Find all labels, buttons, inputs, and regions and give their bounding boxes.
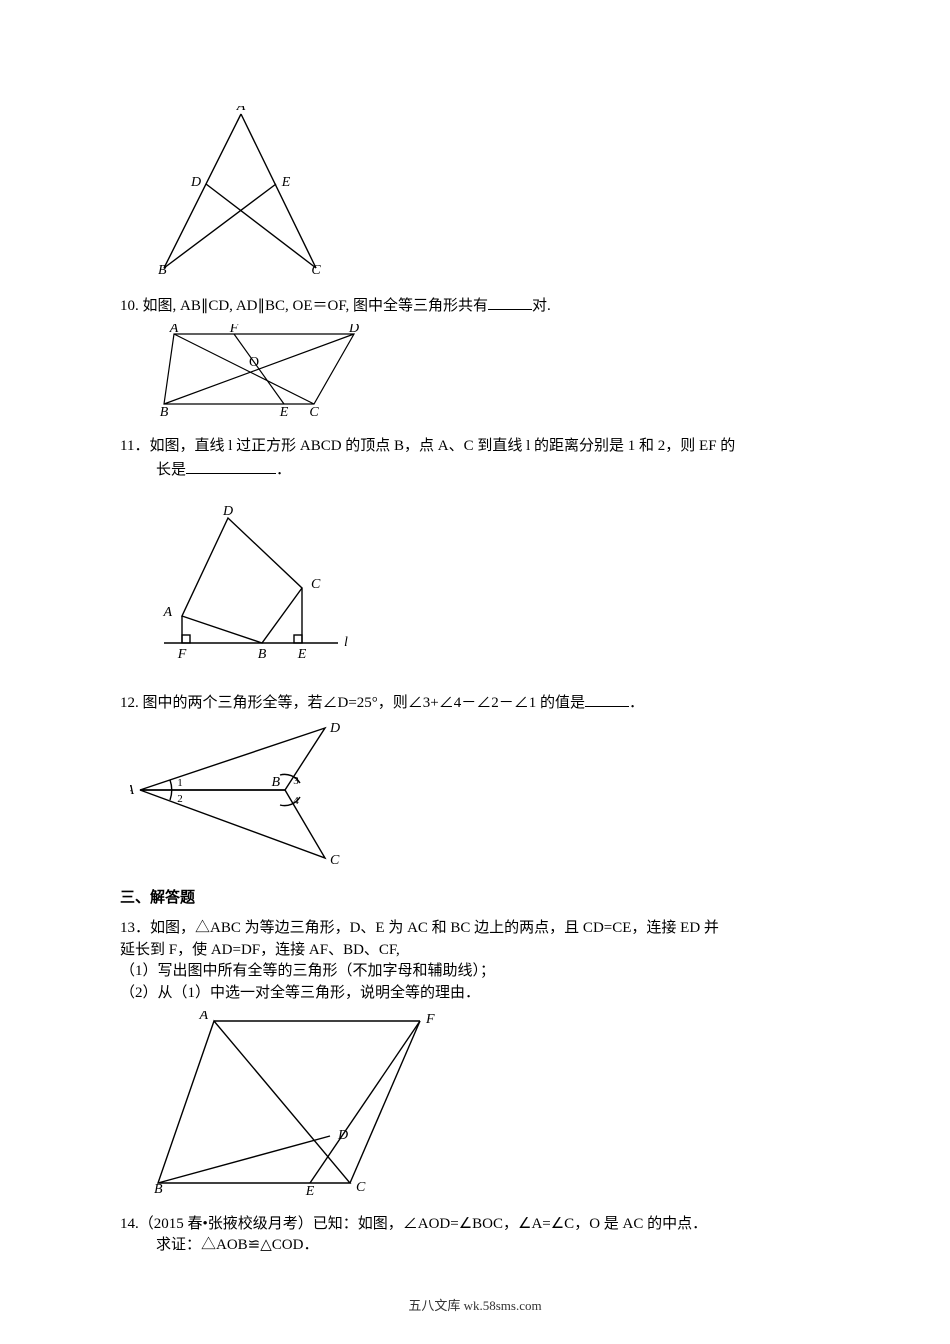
q13-A: A [198,1011,208,1023]
problem-13: 13．如图，△ABC 为等边三角形，D、E 为 AC 和 BC 边上的两点，且 … [120,918,830,1204]
q12-C: C [330,853,340,868]
problem-10: 10. 如图, AB∥CD, AD∥BC, OE＝OF, 图中全等三角形共有 对.… [120,294,830,427]
q12-A: A [130,783,134,798]
label-D: D [190,175,201,190]
q13-line1: 13．如图，△ABC 为等边三角形，D、E 为 AC 和 BC 边上的两点，且 … [120,918,830,940]
q11-blank [186,458,276,474]
q12-D: D [329,721,340,736]
q11-F: F [177,647,187,662]
problem-14: 14.（2015 春•张掖校级月考）已知：如图，∠AOD=∠BOC，∠A=∠C，… [120,1214,830,1258]
q11-A: A [162,605,172,620]
q12-4: 4 [293,795,299,807]
q13-E: E [305,1184,315,1196]
label-C: C [311,263,321,276]
q12-blank [585,691,629,707]
fig-q9-triangle: A B C D E [156,106,830,284]
q11-text1: 11．如图，直线 l 过正方形 ABCD 的顶点 B，点 A、C 到直线 l 的… [120,436,830,458]
q10-pre: 10. 如图, AB∥CD, AD∥BC, OE＝OF, 图中全等三角形共有 [120,298,488,314]
label-B: B [158,263,167,276]
svg-q10: A F D B E C O [156,324,376,419]
fig-q11: D C A F B E l [156,488,830,681]
q12-B: B [271,775,280,790]
q11-cont: 长是 [156,462,186,478]
label-A: A [236,106,246,114]
q14-line1: 14.（2015 春•张掖校级月考）已知：如图，∠AOD=∠BOC，∠A=∠C，… [120,1214,830,1236]
q10-E: E [279,405,289,419]
q10-C: C [309,405,319,419]
q11-l: l [344,635,348,650]
q12-post: ． [629,695,644,711]
fig-q13: A F B E C D [150,1011,830,1204]
problem-11: 11．如图，直线 l 过正方形 ABCD 的顶点 B，点 A、C 到直线 l 的… [120,436,830,680]
q10-A: A [169,324,179,336]
page-footer: 五八文库 wk.58sms.com [0,1297,950,1316]
q13-D: D [337,1128,348,1143]
fig-q10: A F D B E C O [156,324,830,427]
q11-E: E [297,647,307,662]
q13-B: B [154,1182,163,1196]
q11-post: ． [276,462,291,478]
q13-sub1: （1）写出图中所有全等的三角形（不加字母和辅助线）； [120,961,830,983]
svg-q11: D C A F B E l [156,488,356,673]
q10-O: O [249,355,259,370]
svg-q12: A B D C 1 2 3 4 [130,720,360,870]
q14-line2: 求证：△AOB≌△COD． [156,1235,830,1257]
q10-B: B [160,405,169,419]
q10-D: D [348,324,359,336]
q12-text: 12. 图中的两个三角形全等，若∠D=25°，则∠3+∠4－∠2－∠1 的值是 ． [120,691,830,715]
q13-F: F [425,1012,435,1027]
svg-q13: A F B E C D [150,1011,440,1196]
q12-2: 2 [177,793,183,805]
q10-post: 对. [532,298,551,314]
svg-q9: A B C D E [156,106,326,276]
q10-blank [488,294,532,310]
q13-sub2: （2）从（1）中选一对全等三角形，说明全等的理由． [120,983,830,1005]
q10-F: F [229,324,239,336]
q13-C: C [356,1180,366,1195]
q12-3: 3 [293,775,299,787]
section-3-title: 三、解答题 [120,888,830,910]
q11-B: B [258,647,267,662]
q11-C: C [311,577,321,592]
q12-pre: 12. 图中的两个三角形全等，若∠D=25°，则∠3+∠4－∠2－∠1 的值是 [120,695,585,711]
fig-q12: A B D C 1 2 3 4 [130,720,830,878]
q12-1: 1 [177,777,183,789]
q10-text: 10. 如图, AB∥CD, AD∥BC, OE＝OF, 图中全等三角形共有 对. [120,294,830,318]
q11-text2: 长是 ． [156,458,830,482]
problem-12: 12. 图中的两个三角形全等，若∠D=25°，则∠3+∠4－∠2－∠1 的值是 ．… [120,691,830,879]
label-E: E [281,175,291,190]
q11-D: D [222,504,233,519]
q13-line2: 延长到 F，使 AD=DF，连接 AF、BD、CF, [120,940,830,962]
